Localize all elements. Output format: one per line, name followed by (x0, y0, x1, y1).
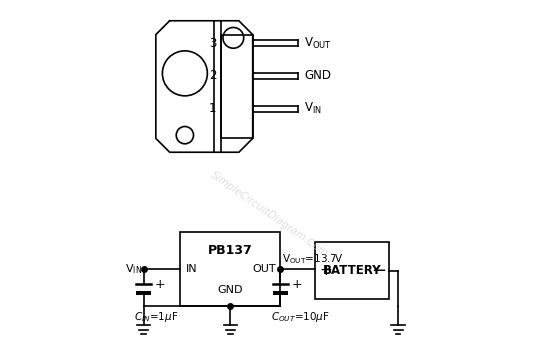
Text: $C_{IN}$=1$\mu$F: $C_{IN}$=1$\mu$F (134, 310, 179, 324)
Bar (136, 291, 151, 294)
Text: BATTERY: BATTERY (323, 264, 381, 277)
Text: SimpleCircuitDiagram.Com: SimpleCircuitDiagram.Com (210, 170, 330, 259)
Text: $\mathregular{V_{IN}}$: $\mathregular{V_{IN}}$ (125, 262, 142, 276)
Text: GND: GND (304, 70, 331, 82)
Text: GND: GND (218, 285, 243, 295)
Text: PB137: PB137 (208, 244, 253, 257)
Bar (221, 35, 253, 138)
Text: IN: IN (186, 264, 198, 274)
Text: 2: 2 (209, 70, 217, 82)
Text: OUT: OUT (253, 264, 276, 274)
Text: −: − (371, 262, 386, 280)
Text: $\mathregular{V_{OUT}}$: $\mathregular{V_{OUT}}$ (304, 36, 332, 51)
Text: +: + (292, 278, 302, 291)
Text: 3: 3 (209, 37, 217, 49)
Text: $\mathregular{V_{OUT}}$=13.7V: $\mathregular{V_{OUT}}$=13.7V (282, 253, 343, 266)
Text: $\mathregular{V_{IN}}$: $\mathregular{V_{IN}}$ (304, 101, 322, 116)
Text: +: + (155, 278, 165, 291)
Text: $C_{OUT}$=10$\mu$F: $C_{OUT}$=10$\mu$F (271, 310, 330, 324)
Bar (180, 232, 280, 306)
Bar (273, 291, 288, 294)
Text: 1: 1 (209, 102, 217, 115)
Text: +: + (320, 263, 332, 278)
Bar (315, 242, 389, 299)
